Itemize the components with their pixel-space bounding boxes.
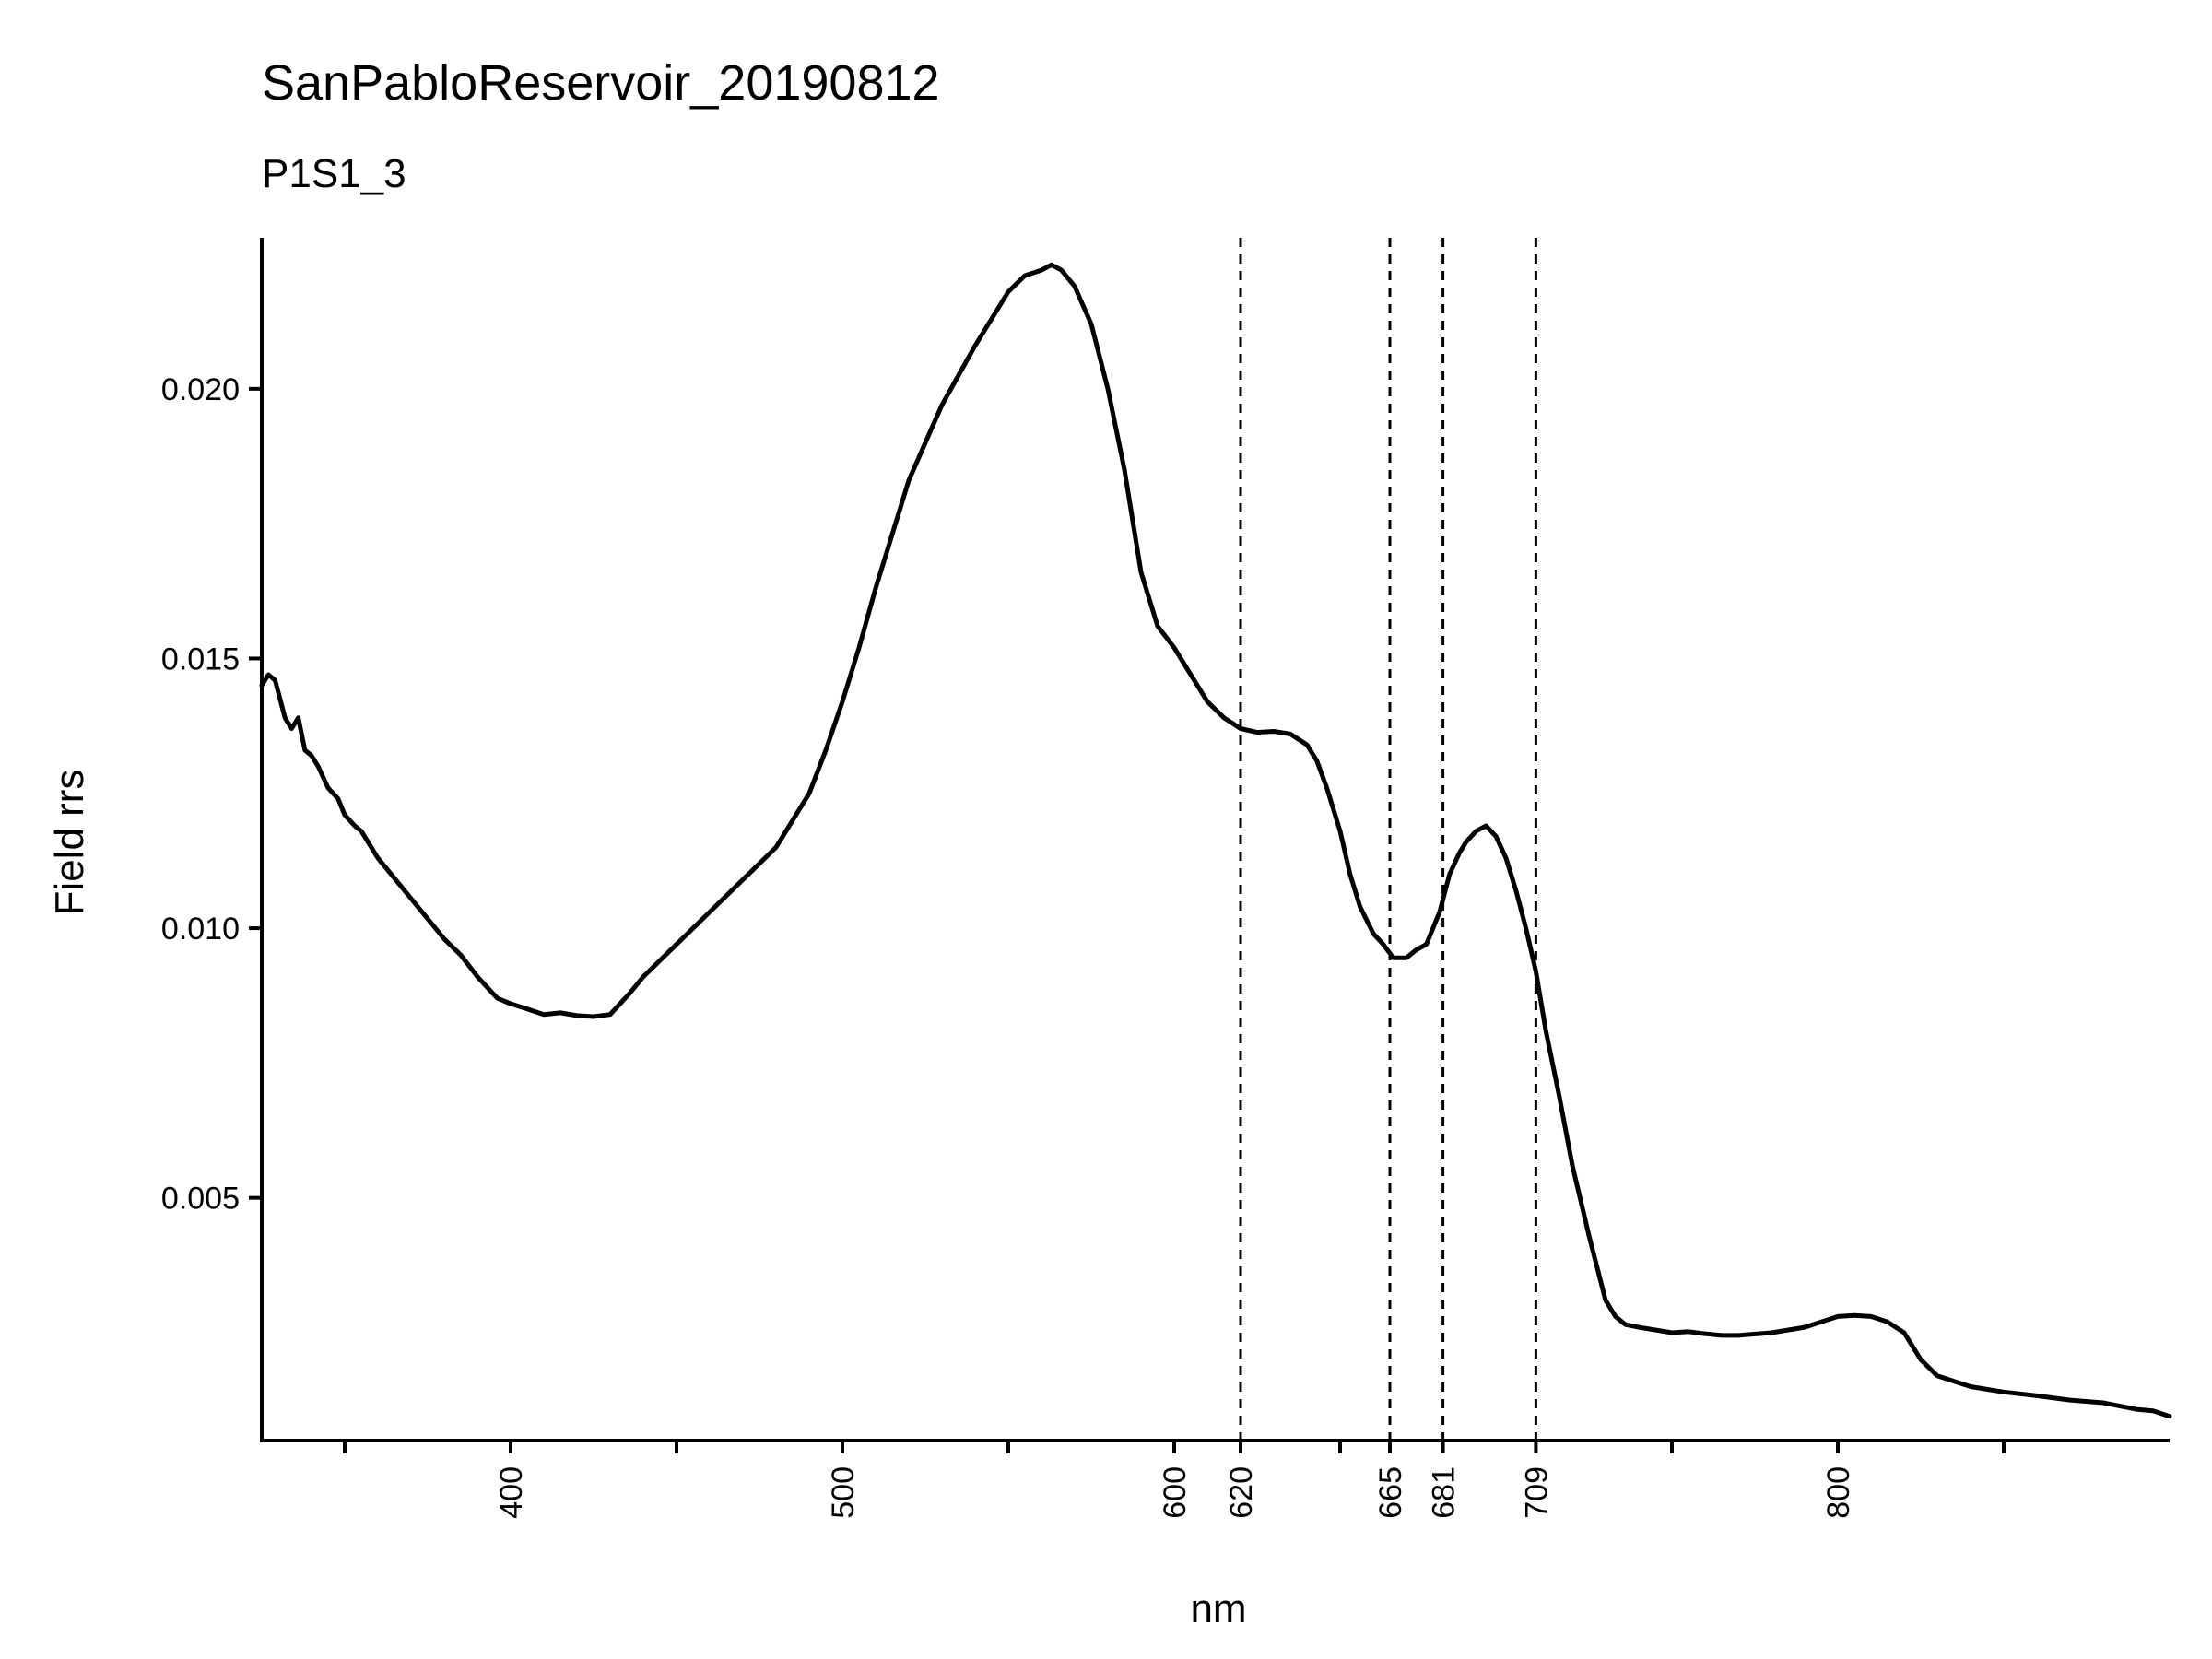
x-tick-label: 665 [1373, 1466, 1408, 1519]
x-tick-label: 400 [494, 1466, 529, 1519]
y-tick-label: 0.010 [161, 912, 240, 947]
x-tick-label: 600 [1158, 1466, 1193, 1519]
y-tick-label: 0.005 [161, 1182, 240, 1217]
y-tick-label: 0.015 [161, 641, 240, 677]
x-tick-label: 800 [1821, 1466, 1856, 1519]
x-tick-label: 500 [826, 1466, 861, 1519]
x-tick-label: 620 [1224, 1466, 1259, 1519]
series-layer [259, 262, 2172, 1419]
series-line-0 [259, 262, 2172, 1419]
x-tick-label: 681 [1427, 1466, 1462, 1519]
chart-subtitle: P1S1_3 [262, 151, 406, 196]
y-axis-title: Field rrs [47, 770, 92, 916]
reference-lines [1239, 238, 1537, 1441]
x-axis-title: nm [1190, 1586, 1246, 1631]
axes: 0.005 0.010 0.015 0.020 400 500 600 620 665 681 70… [161, 238, 2170, 1519]
x-tick-label: 709 [1519, 1466, 1554, 1519]
chart-title: SanPabloReservoir_20190812 [262, 55, 940, 111]
y-tick-label: 0.020 [161, 372, 240, 407]
